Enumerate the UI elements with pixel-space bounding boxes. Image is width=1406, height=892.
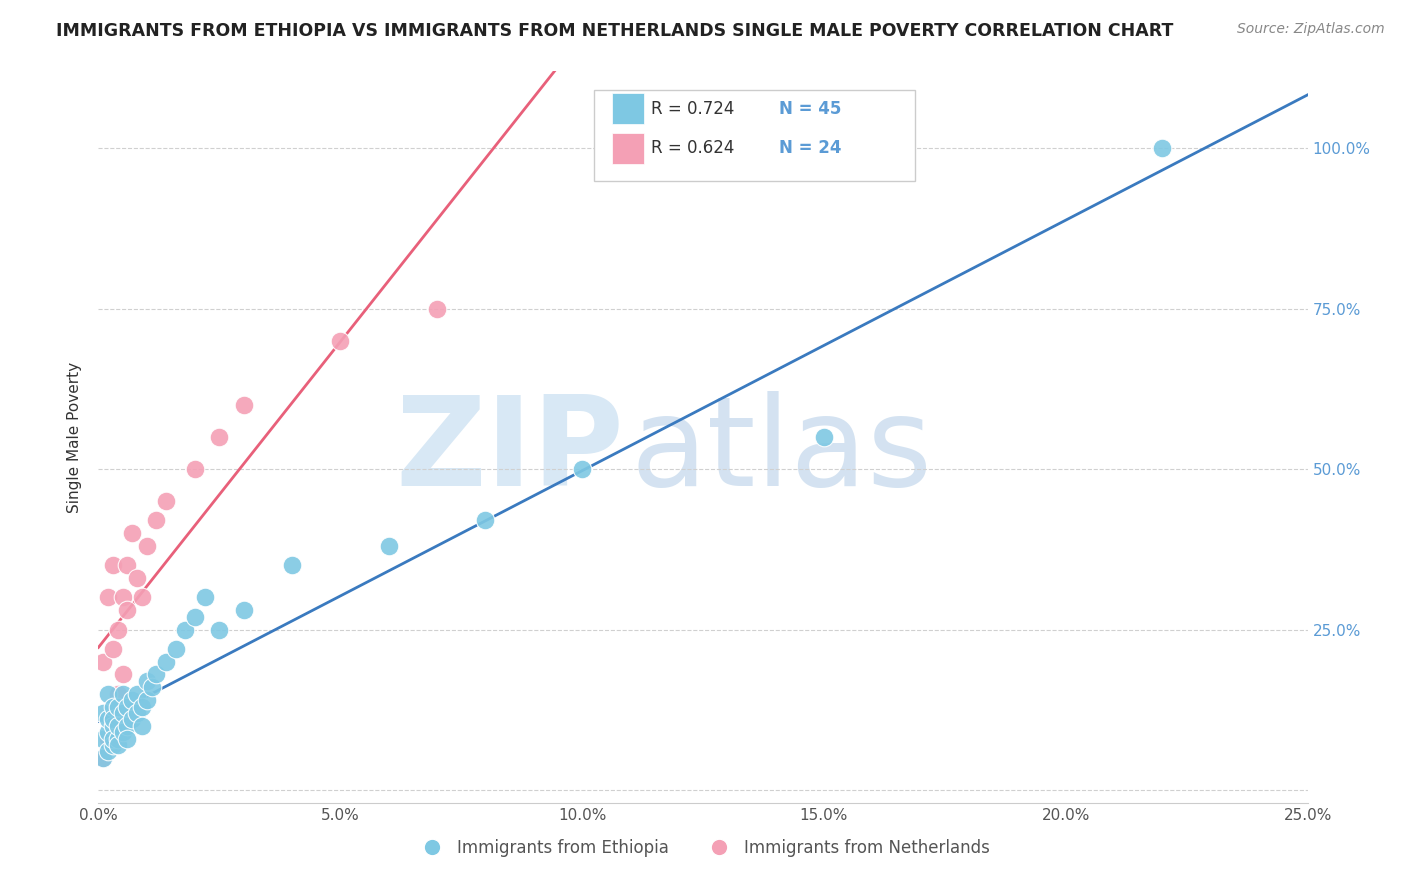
Point (135, 693, 157, 707)
Point (111, 687, 134, 701)
Point (121, 712, 143, 726)
Text: R = 0.724: R = 0.724 (651, 100, 734, 118)
Point (131, 591, 153, 605)
Point (101, 641, 124, 656)
Point (97, 712, 120, 726)
Point (174, 623, 197, 637)
Point (97, 687, 120, 701)
Text: atlas: atlas (630, 392, 932, 512)
Point (107, 731, 129, 746)
Legend: Immigrants from Ethiopia, Immigrants from Netherlands: Immigrants from Ethiopia, Immigrants fro… (409, 832, 997, 864)
Point (91, 731, 114, 746)
Point (111, 725, 134, 739)
Point (117, 603, 139, 617)
Point (107, 699, 129, 714)
Text: N = 45: N = 45 (779, 100, 842, 118)
Point (813, 430, 835, 444)
Point (208, 623, 231, 637)
Point (131, 699, 153, 714)
Point (127, 687, 149, 701)
FancyBboxPatch shape (613, 133, 644, 164)
Point (101, 719, 124, 733)
Point (121, 693, 143, 707)
Point (97, 744, 120, 758)
Point (145, 667, 167, 681)
Point (208, 430, 231, 444)
Point (101, 731, 124, 746)
Text: IMMIGRANTS FROM ETHIOPIA VS IMMIGRANTS FROM NETHERLANDS SINGLE MALE POVERTY CORR: IMMIGRANTS FROM ETHIOPIA VS IMMIGRANTS F… (56, 22, 1174, 40)
Point (474, 514, 496, 528)
Point (145, 514, 167, 528)
Point (377, 539, 399, 553)
Point (127, 571, 149, 585)
FancyBboxPatch shape (613, 94, 644, 124)
Point (101, 712, 124, 726)
Point (184, 462, 207, 476)
Point (121, 526, 143, 541)
Point (111, 667, 134, 681)
Point (184, 609, 207, 624)
Point (1152, 141, 1174, 155)
Point (91, 751, 114, 765)
Point (135, 539, 157, 553)
Text: Source: ZipAtlas.com: Source: ZipAtlas.com (1237, 22, 1385, 37)
Point (117, 719, 139, 733)
Point (111, 706, 134, 720)
Point (571, 462, 593, 476)
Point (97, 725, 120, 739)
FancyBboxPatch shape (595, 90, 915, 181)
Point (155, 494, 177, 508)
Point (165, 641, 187, 656)
Point (97, 731, 120, 746)
Point (91, 655, 114, 669)
Point (101, 719, 124, 733)
Y-axis label: Single Male Poverty: Single Male Poverty (67, 361, 83, 513)
Point (155, 655, 177, 669)
Point (107, 738, 129, 752)
Text: R = 0.624: R = 0.624 (651, 139, 734, 157)
Point (135, 673, 157, 688)
Text: ZIP: ZIP (395, 392, 624, 512)
Point (101, 738, 124, 752)
Point (194, 591, 217, 605)
Point (91, 706, 114, 720)
Point (91, 751, 114, 765)
Point (107, 719, 129, 733)
Point (101, 699, 124, 714)
Point (329, 334, 352, 348)
Point (117, 731, 139, 746)
Point (107, 687, 129, 701)
Point (426, 301, 449, 316)
Point (117, 558, 139, 573)
Point (97, 591, 120, 605)
Point (111, 591, 134, 605)
Text: N = 24: N = 24 (779, 139, 842, 157)
Point (232, 398, 254, 412)
Point (141, 681, 163, 695)
Point (281, 558, 304, 573)
Point (107, 623, 129, 637)
Point (232, 603, 254, 617)
Point (131, 719, 153, 733)
Point (117, 699, 139, 714)
Point (101, 558, 124, 573)
Point (127, 706, 149, 720)
